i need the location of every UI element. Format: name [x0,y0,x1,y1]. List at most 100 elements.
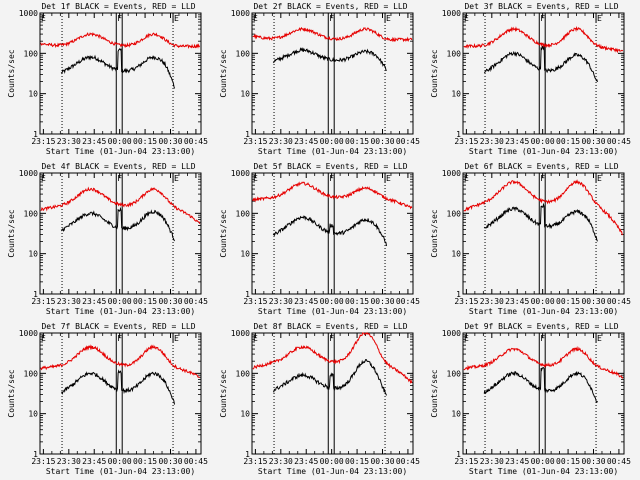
x-tick-label: 00:45 [607,297,631,306]
E-marker-label: E [597,14,602,23]
y-tick-label: 100 [447,209,462,218]
y-tick-label: 10 [451,250,461,259]
x-tick-label: 00:00 [531,137,555,146]
panel-title: Det 9f BLACK = Events, RED = LLD [464,322,618,331]
y-tick-label: 1000 [231,329,250,338]
x-tick-label: 23:45 [505,137,529,146]
events-series-line [272,358,387,396]
x-axis-label: Start Time (01-Jun-04 23:13:00) [469,307,618,316]
F-marker-label: F [117,14,122,23]
y-axis-label: Counts/sec [7,369,16,417]
x-tick-label: 23:15 [31,297,55,306]
panel-title: Det 7f BLACK = Events, RED = LLD [41,322,195,331]
panel-title: Det 4f BLACK = Events, RED = LLD [41,162,195,171]
E-marker-label: E [41,334,46,343]
x-tick-label: 00:30 [581,137,605,146]
panel-det-5: Det 5f BLACK = Events, RED = LLD 1 10 100 10… [219,162,420,316]
y-tick-label: 1 [33,130,38,139]
y-tick-label: 10 [240,90,250,99]
x-tick-label: 23:45 [505,297,529,306]
y-tick-label: 10 [451,410,461,419]
x-tick-label: 00:15 [345,457,369,466]
panel-title: Det 3f BLACK = Events, RED = LLD [464,2,618,11]
lld-series-line [40,186,201,224]
x-axis-label: Start Time (01-Jun-04 23:13:00) [469,147,618,156]
y-tick-label: 1 [245,130,250,139]
events-series-line [484,45,598,83]
panel-title: Det 6f BLACK = Events, RED = LLD [464,162,618,171]
x-axis-label: Start Time (01-Jun-04 23:13:00) [258,467,407,476]
y-axis-label: Counts/sec [430,49,439,97]
F-marker-label: F [329,174,334,183]
lld-series-line [463,179,624,236]
x-axis-label: Start Time (01-Jun-04 23:13:00) [46,147,195,156]
y-tick-label: 1000 [19,169,38,178]
plot-frame [462,172,625,295]
x-tick-label: 00:30 [158,297,182,306]
x-tick-label: 00:30 [370,457,394,466]
x-tick-label: 23:30 [269,297,293,306]
y-axis-label: Counts/sec [7,209,16,257]
plot-frame [39,12,202,135]
y-axis-label: Counts/sec [219,49,228,97]
panel-title: Det 5f BLACK = Events, RED = LLD [253,162,407,171]
y-tick-label: 10 [240,250,250,259]
plot-frame [39,332,202,455]
events-series-line [61,369,175,405]
panel-det-2: Det 2f BLACK = Events, RED = LLD 1 10 100 10… [219,2,420,156]
x-tick-label: 23:45 [82,137,106,146]
panel-det-4: Det 4f BLACK = Events, RED = LLD 1 10 100 10… [7,162,208,316]
F-marker-label: F [329,334,334,343]
plot-frame [39,172,202,295]
E-marker-label: E [174,14,179,23]
E-marker-label: E [253,14,258,23]
x-tick-label: 00:30 [581,457,605,466]
E-marker-label: E [174,334,179,343]
y-tick-label: 100 [236,49,251,58]
y-tick-label: 1 [456,130,461,139]
y-tick-label: 1 [456,290,461,299]
events-series-line [272,47,387,72]
x-tick-label: 00:45 [184,297,208,306]
E-marker-label: E [386,334,391,343]
x-tick-label: 00:15 [133,297,157,306]
x-tick-label: 23:30 [269,457,293,466]
panel-det-1: Det 1f BLACK = Events, RED = LLD 1 10 100 10… [7,2,208,156]
x-tick-label: 00:15 [556,137,580,146]
y-tick-label: 100 [24,369,39,378]
y-tick-label: 1 [245,450,250,459]
events-series-line [272,215,387,247]
x-tick-label: 00:00 [108,457,132,466]
x-tick-label: 23:15 [454,297,478,306]
y-tick-label: 1000 [19,329,38,338]
y-tick-label: 100 [447,369,462,378]
F-marker-label: F [540,174,545,183]
y-tick-label: 100 [236,209,251,218]
E-marker-label: E [386,14,391,23]
x-tick-label: 23:15 [243,297,267,306]
lld-series-line [252,181,413,210]
y-tick-label: 10 [240,410,250,419]
y-axis-label: Counts/sec [430,209,439,257]
y-tick-label: 1 [456,450,461,459]
x-tick-label: 00:45 [184,457,208,466]
events-series-line [483,202,598,242]
lld-series-line [252,26,413,43]
x-tick-label: 00:15 [345,137,369,146]
x-tick-label: 00:00 [320,457,344,466]
lld-series-line [252,332,413,384]
events-series-line [60,206,175,242]
x-tick-label: 00:45 [184,137,208,146]
x-tick-label: 00:00 [320,297,344,306]
x-tick-label: 00:00 [531,297,555,306]
E-marker-label: E [253,174,258,183]
x-tick-label: 23:15 [243,137,267,146]
panel-title: Det 8f BLACK = Events, RED = LLD [253,322,407,331]
y-axis-label: Counts/sec [219,209,228,257]
y-tick-label: 1000 [231,169,250,178]
y-tick-label: 1000 [442,9,461,18]
y-tick-label: 1 [33,450,38,459]
plot-frame [462,332,625,455]
lld-series-line [463,25,624,54]
